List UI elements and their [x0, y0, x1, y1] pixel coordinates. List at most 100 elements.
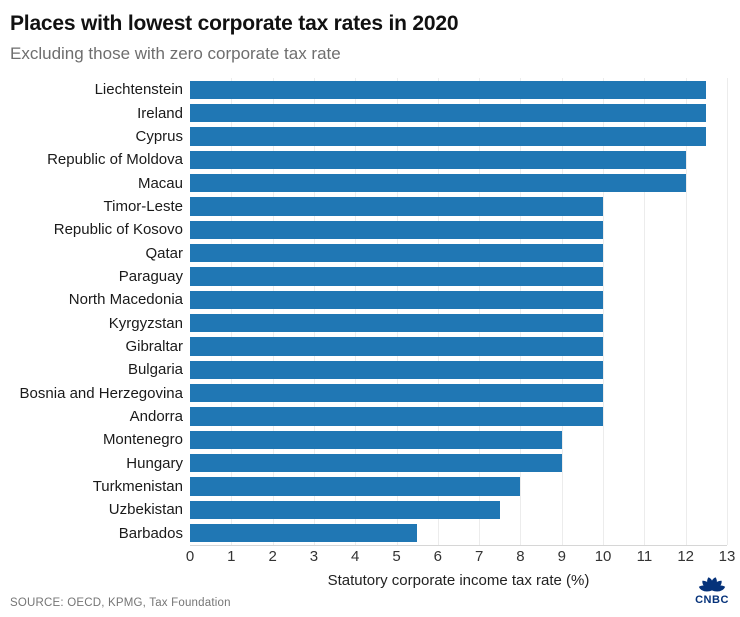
bar-track	[190, 313, 727, 333]
bar-row: Timor-Leste	[0, 195, 740, 218]
bar	[190, 407, 604, 426]
x-tick-label: 2	[268, 548, 277, 565]
category-label: Bulgaria	[127, 361, 183, 379]
x-tick-label: 6	[433, 548, 443, 565]
gridline	[272, 78, 274, 545]
bar-row: Montenegro	[0, 428, 740, 451]
category-label: Kyrgyzstan	[108, 314, 183, 332]
bar	[190, 80, 707, 99]
bar-row: Republic of Kosovo	[0, 218, 740, 241]
bar-track	[190, 197, 727, 216]
category-label: Timor-Leste	[103, 197, 183, 215]
bar	[190, 150, 686, 169]
x-tick-label: 8	[516, 548, 525, 565]
bar-track	[190, 150, 727, 169]
x-tick-label: 1	[227, 548, 236, 565]
category-label: Barbados	[118, 524, 183, 542]
bar-row: North Macedonia	[0, 288, 740, 311]
bar-track	[190, 220, 727, 239]
category-label: Bosnia and Herzegovina	[19, 384, 183, 402]
bar-track	[190, 360, 727, 379]
bar-row: Paraguay	[0, 265, 740, 288]
category-label: Montenegro	[102, 431, 183, 449]
category-label: Ireland	[137, 104, 183, 122]
bar-track	[190, 454, 727, 473]
bar	[190, 524, 418, 543]
gridline	[727, 78, 728, 545]
gridline	[355, 78, 357, 545]
bar-row: Ireland	[0, 101, 740, 124]
bar	[190, 383, 604, 403]
bar-track	[190, 243, 727, 263]
category-label: Hungary	[126, 454, 183, 472]
bar	[190, 500, 500, 520]
bar-track	[190, 127, 727, 146]
bar	[190, 290, 604, 309]
gridline	[437, 78, 439, 545]
chart-subtitle: Excluding those with zero corporate tax …	[10, 44, 341, 63]
plot-grid	[190, 78, 728, 546]
bar-track	[190, 500, 727, 520]
category-label: Turkmenistan	[92, 478, 183, 496]
category-label: Paraguay	[118, 267, 183, 285]
x-tick-label: 3	[309, 548, 319, 565]
gridline	[561, 78, 563, 545]
x-tick-label: 4	[351, 548, 360, 565]
bar	[190, 313, 604, 333]
gridline	[396, 78, 398, 545]
bar-track	[190, 477, 727, 496]
bar-row: Barbados	[0, 522, 740, 545]
x-tick-label: 11	[636, 548, 653, 565]
category-label: Gibraltar	[125, 337, 183, 355]
x-tick-label: 5	[392, 548, 401, 565]
category-label: North Macedonia	[68, 291, 183, 309]
bar-row: Republic of Moldova	[0, 148, 740, 171]
category-label: Uzbekistan	[108, 501, 183, 519]
bar-row: Uzbekistan	[0, 498, 740, 521]
x-axis-title: Statutory corporate income tax rate (%)	[327, 572, 590, 589]
bar-chart: Liechtenstein Ireland Cyprus Republic of Mo…	[0, 78, 740, 546]
x-tick-label: 12	[677, 548, 695, 565]
bar	[190, 173, 686, 193]
bar-track	[190, 290, 727, 309]
x-tick-label: 9	[557, 548, 566, 565]
x-axis-ticks: 0 1 2 3 4 5 6 7 8 9 10 11 12 13	[186, 548, 736, 568]
gridline	[313, 78, 315, 545]
bar-row: Bulgaria	[0, 358, 740, 381]
bar	[190, 477, 521, 496]
bar	[190, 360, 604, 379]
category-label: Republic of Moldova	[47, 151, 183, 169]
bar-row: Andorra	[0, 405, 740, 428]
peacock-icon	[698, 577, 726, 592]
bar	[190, 127, 707, 146]
category-label: Andorra	[129, 407, 183, 425]
x-tick-label: 0	[185, 548, 195, 565]
bar-row: Liechtenstein	[0, 78, 740, 101]
x-tick-label: 13	[718, 548, 736, 565]
bar-rows: Liechtenstein Ireland Cyprus Republic of Mo…	[0, 78, 740, 545]
source-note: SOURCE: OECD, KPMG, Tax Foundation	[10, 597, 231, 609]
bar	[190, 430, 562, 449]
gridline	[603, 78, 605, 545]
bar-row: Cyprus	[0, 125, 740, 148]
bar	[190, 220, 604, 239]
bar-track	[190, 173, 727, 193]
category-label: Republic of Kosovo	[53, 221, 183, 239]
bar-track	[190, 337, 727, 356]
chart-title: Places with lowest corporate tax rates i…	[10, 12, 459, 35]
x-tick-label: 10	[594, 548, 612, 565]
category-label: Cyprus	[135, 127, 183, 145]
category-label: Liechtenstein	[94, 81, 183, 99]
gridline	[231, 78, 233, 545]
bar-row: Bosnia and Herzegovina	[0, 381, 740, 404]
bar-row: Gibraltar	[0, 335, 740, 358]
category-label: Qatar	[145, 244, 183, 262]
bar-row: Turkmenistan	[0, 475, 740, 498]
bar	[190, 337, 604, 356]
bar-track	[190, 103, 727, 123]
bar-row: Qatar	[0, 241, 740, 264]
gridline	[644, 78, 646, 545]
bar	[190, 243, 604, 263]
gridline	[520, 78, 522, 545]
bar-row: Macau	[0, 171, 740, 194]
